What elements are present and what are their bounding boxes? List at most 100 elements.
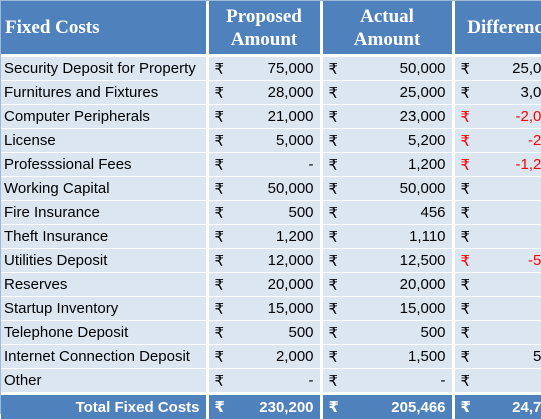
row-actual-amount[interactable]: 15,000 — [345, 297, 453, 321]
currency-symbol: ₹ — [321, 201, 345, 225]
total-actual[interactable]: 205,466 — [345, 394, 453, 419]
currency-symbol: ₹ — [207, 129, 231, 153]
currency-symbol: ₹ — [453, 56, 477, 81]
row-difference[interactable]: -500 — [477, 249, 541, 273]
currency-symbol: ₹ — [207, 273, 231, 297]
cost-rows: Security Deposit for Property₹75,000₹50,… — [1, 56, 541, 394]
row-difference[interactable]: - — [477, 369, 541, 394]
currency-symbol: ₹ — [207, 249, 231, 273]
row-name[interactable]: Utilities Deposit — [1, 249, 207, 273]
row-actual-amount[interactable]: 25,000 — [345, 81, 453, 105]
row-actual-amount[interactable]: 12,500 — [345, 249, 453, 273]
row-proposed-amount[interactable]: 15,000 — [231, 297, 321, 321]
currency-symbol: ₹ — [453, 81, 477, 105]
row-actual-amount[interactable]: 23,000 — [345, 105, 453, 129]
row-difference[interactable]: 3,000 — [477, 81, 541, 105]
row-proposed-amount[interactable]: 500 — [231, 321, 321, 345]
currency-symbol: ₹ — [453, 249, 477, 273]
row-proposed-amount[interactable]: 12,000 — [231, 249, 321, 273]
row-name[interactable]: Startup Inventory — [1, 297, 207, 321]
header-fixed-costs[interactable]: Fixed Costs — [1, 1, 207, 56]
row-name[interactable]: Internet Connection Deposit — [1, 345, 207, 369]
row-proposed-amount[interactable]: 75,000 — [231, 56, 321, 81]
row-actual-amount[interactable]: 50,000 — [345, 56, 453, 81]
currency-symbol: ₹ — [453, 321, 477, 345]
currency-symbol: ₹ — [321, 394, 345, 419]
row-name[interactable]: Computer Peripherals — [1, 105, 207, 129]
row-proposed-amount[interactable]: 1,200 — [231, 225, 321, 249]
row-proposed-amount[interactable]: 20,000 — [231, 273, 321, 297]
row-name[interactable]: Working Capital — [1, 177, 207, 201]
row-actual-amount[interactable]: 456 — [345, 201, 453, 225]
row-actual-amount[interactable]: 50,000 — [345, 177, 453, 201]
currency-symbol: ₹ — [321, 129, 345, 153]
header-difference[interactable]: Difference — [453, 1, 541, 56]
currency-symbol: ₹ — [207, 56, 231, 81]
table-row: Professsional Fees₹-₹1,200₹-1,200 — [1, 153, 541, 177]
currency-symbol: ₹ — [207, 105, 231, 129]
row-proposed-amount[interactable]: 21,000 — [231, 105, 321, 129]
row-proposed-amount[interactable]: 2,000 — [231, 345, 321, 369]
table-row: Other₹-₹-₹- — [1, 369, 541, 394]
header-proposed-line2: Amount — [231, 29, 298, 50]
currency-symbol: ₹ — [453, 201, 477, 225]
row-name[interactable]: Fire Insurance — [1, 201, 207, 225]
row-proposed-amount[interactable]: 5,000 — [231, 129, 321, 153]
row-actual-amount[interactable]: 5,200 — [345, 129, 453, 153]
currency-symbol: ₹ — [321, 369, 345, 394]
currency-symbol: ₹ — [207, 225, 231, 249]
row-difference[interactable]: 500 — [477, 345, 541, 369]
total-label[interactable]: Total Fixed Costs — [1, 394, 207, 419]
row-name[interactable]: Security Deposit for Property — [1, 56, 207, 81]
row-name[interactable]: Theft Insurance — [1, 225, 207, 249]
row-name[interactable]: Furnitures and Fixtures — [1, 81, 207, 105]
currency-symbol: ₹ — [321, 56, 345, 81]
table-row: Fire Insurance₹500₹456₹44 — [1, 201, 541, 225]
header-proposed-amount[interactable]: Proposed Amount — [207, 1, 321, 56]
table-row: Furnitures and Fixtures₹28,000₹25,000₹3,… — [1, 81, 541, 105]
table-row: License₹5,000₹5,200₹-200 — [1, 129, 541, 153]
row-difference[interactable]: -2,000 — [477, 105, 541, 129]
row-actual-amount[interactable]: 1,500 — [345, 345, 453, 369]
row-actual-amount[interactable]: 500 — [345, 321, 453, 345]
row-name[interactable]: Telephone Deposit — [1, 321, 207, 345]
currency-symbol: ₹ — [321, 153, 345, 177]
currency-symbol: ₹ — [321, 249, 345, 273]
table-row: Security Deposit for Property₹75,000₹50,… — [1, 56, 541, 81]
row-proposed-amount[interactable]: 28,000 — [231, 81, 321, 105]
total-proposed[interactable]: 230,200 — [231, 394, 321, 419]
row-difference[interactable]: -200 — [477, 129, 541, 153]
row-difference[interactable]: - — [477, 297, 541, 321]
row-name[interactable]: Reserves — [1, 273, 207, 297]
row-actual-amount[interactable]: 20,000 — [345, 273, 453, 297]
row-difference[interactable]: - — [477, 273, 541, 297]
row-name[interactable]: Professsional Fees — [1, 153, 207, 177]
row-actual-amount[interactable]: 1,200 — [345, 153, 453, 177]
row-difference[interactable]: -1,200 — [477, 153, 541, 177]
row-actual-amount[interactable]: 1,110 — [345, 225, 453, 249]
header-row: Fixed Costs Proposed Amount Actual Amoun… — [1, 1, 541, 56]
row-difference[interactable]: - — [477, 321, 541, 345]
row-difference[interactable]: 25,000 — [477, 56, 541, 81]
row-proposed-amount[interactable]: - — [231, 153, 321, 177]
row-actual-amount[interactable]: - — [345, 369, 453, 394]
row-difference[interactable]: - — [477, 177, 541, 201]
currency-symbol: ₹ — [321, 321, 345, 345]
currency-symbol: ₹ — [321, 225, 345, 249]
row-proposed-amount[interactable]: 500 — [231, 201, 321, 225]
row-proposed-amount[interactable]: 50,000 — [231, 177, 321, 201]
row-name[interactable]: License — [1, 129, 207, 153]
table-row: Telephone Deposit₹500₹500₹- — [1, 321, 541, 345]
header-actual-amount[interactable]: Actual Amount — [321, 1, 453, 56]
currency-symbol: ₹ — [321, 177, 345, 201]
row-name[interactable]: Other — [1, 369, 207, 394]
row-difference[interactable]: 44 — [477, 201, 541, 225]
row-proposed-amount[interactable]: - — [231, 369, 321, 394]
currency-symbol: ₹ — [453, 177, 477, 201]
table-row: Utilities Deposit₹12,000₹12,500₹-500 — [1, 249, 541, 273]
currency-symbol: ₹ — [453, 129, 477, 153]
header-proposed-line1: Proposed — [226, 6, 302, 27]
currency-symbol: ₹ — [207, 177, 231, 201]
row-difference[interactable]: 90 — [477, 225, 541, 249]
total-difference[interactable]: 24,734 — [477, 394, 541, 419]
